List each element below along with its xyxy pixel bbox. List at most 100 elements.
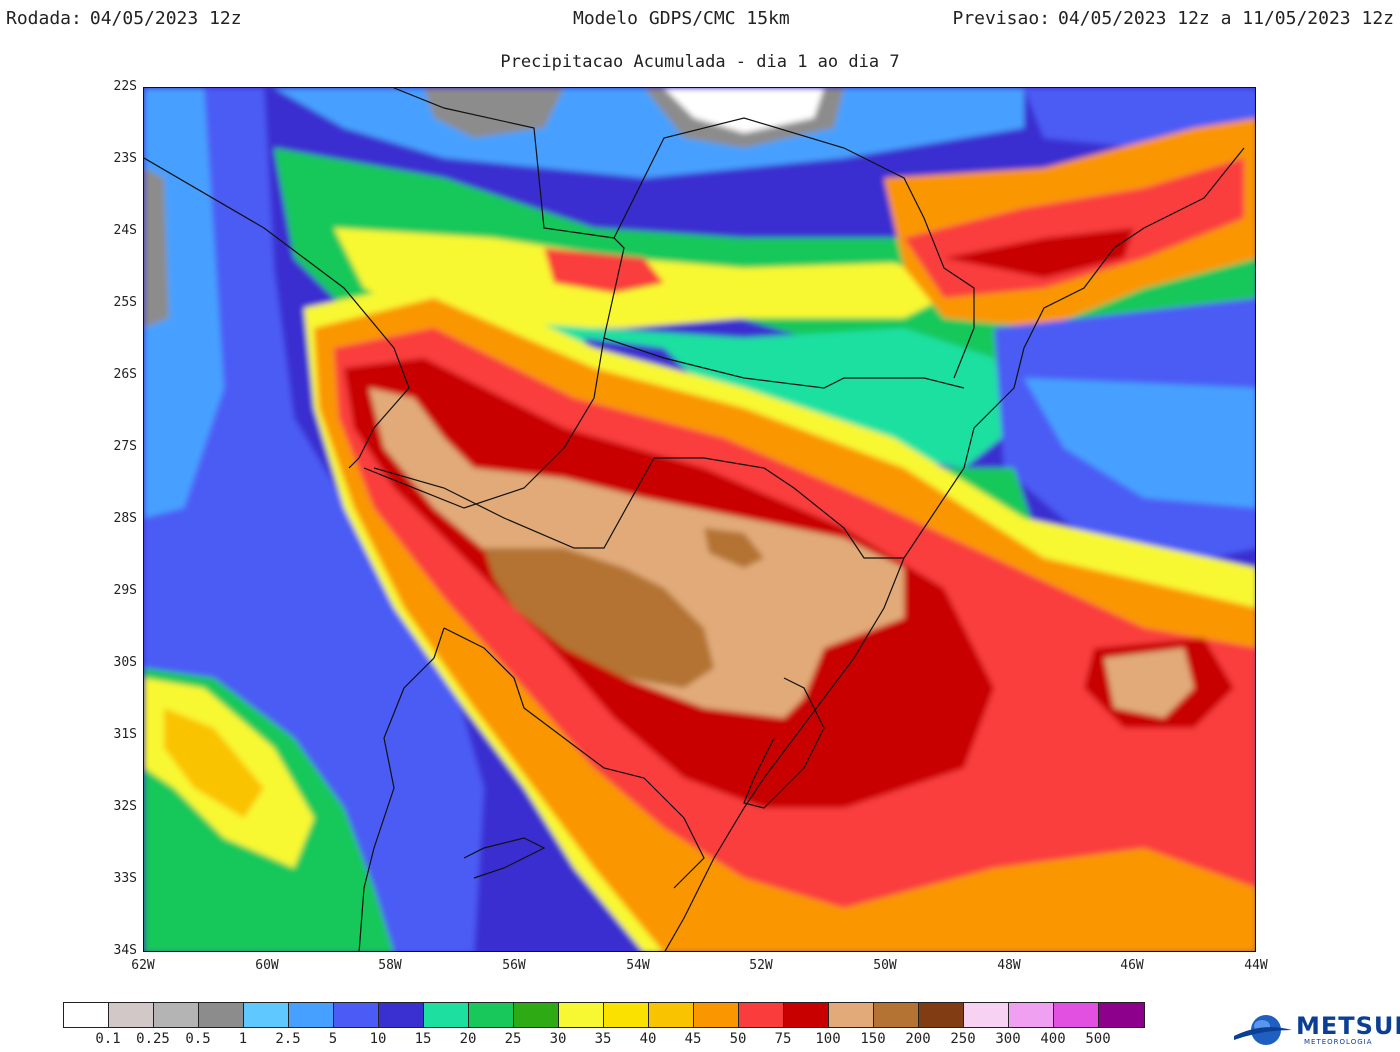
legend-label: 5 [328,1031,338,1047]
globe-icon [1234,1015,1292,1045]
legend-swatch [559,1003,604,1027]
legend-swatch [604,1003,649,1027]
border-parana-sc [603,337,965,389]
field-north-grey [424,88,564,138]
field-west-grey [144,168,169,328]
legend-swatch [739,1003,784,1027]
legend-swatch [244,1003,289,1027]
border-paraguay-brazil [363,88,625,509]
lat-tick: 33S [113,871,137,886]
lat-tick: 22S [113,79,137,94]
lon-tick: 56W [502,958,526,973]
lat-tick: 23S [113,151,137,166]
lat-tick: 32S [113,799,137,814]
legend-label: 500 [1085,1031,1111,1047]
field-ne-darkred [944,228,1134,278]
legend-label: 20 [459,1031,477,1047]
run-value: 04/05/2023 12z [89,8,242,29]
lat-tick: 34S [113,943,137,958]
field-storm-tan [369,388,904,718]
legend-label: 300 [995,1031,1021,1047]
legend-label: 40 [639,1031,657,1047]
field-red-north [544,248,664,293]
lon-tick: 60W [255,958,279,973]
legend-label: 400 [1040,1031,1066,1047]
legend-swatch [424,1003,469,1027]
legend-label: 0.25 [136,1031,170,1047]
political-borders [144,88,1245,951]
lat-tick: 27S [113,439,137,454]
legend-swatch [1009,1003,1054,1027]
border-sc-rs [654,457,904,559]
coastline-brazil-north [903,147,1245,559]
legend-label: 35 [594,1031,612,1047]
legend-swatch [1099,1003,1144,1027]
logo-subtext: METEOROLOGIA [1304,1038,1373,1046]
border-argentina-brazil [373,457,655,549]
legend-swatch [874,1003,919,1027]
legend-label: 15 [414,1031,432,1047]
field-north-white [664,88,824,133]
lon-tick: 48W [997,958,1021,973]
legend-swatch [784,1003,829,1027]
legend-label: 150 [860,1031,886,1047]
rio-de-la-plata [463,837,546,879]
lon-tick: 52W [749,958,773,973]
lat-tick: 31S [113,727,137,742]
forecast-info: Previsao: 04/05/2023 12z a 11/05/2023 12z [953,8,1395,29]
lat-tick: 30S [113,655,137,670]
map-subtitle: Precipitacao Acumulada - dia 1 ao dia 7 [500,52,900,72]
lon-tick: 50W [873,958,897,973]
legend-swatch [379,1003,424,1027]
legend-swatch [109,1003,154,1027]
border-brazil-states-north [613,117,975,379]
legend-swatch [829,1003,874,1027]
legend-label: 50 [729,1031,747,1047]
lon-tick: 46W [1120,958,1144,973]
border-uruguay-brazil [443,627,705,889]
legend-label: 2.5 [275,1031,301,1047]
forecast-label: Previsao: [952,8,1051,29]
legend-label: 45 [684,1031,702,1047]
lat-tick: 29S [113,583,137,598]
legend-label: 0.1 [95,1031,121,1047]
legend-swatch [1054,1003,1099,1027]
legend-label: 10 [369,1031,387,1047]
lat-tick: 28S [113,511,137,526]
precipitation-field [144,88,1255,951]
field-east-lightblue [1024,378,1255,508]
legend-swatch [289,1003,334,1027]
legend-swatch [154,1003,199,1027]
legend-swatch [514,1003,559,1027]
legend-label: 25 [504,1031,522,1047]
color-legend [63,1002,1145,1028]
legend-swatch [964,1003,1009,1027]
lon-tick: 44W [1244,958,1268,973]
lat-tick: 26S [113,367,137,382]
legend-swatch [334,1003,379,1027]
legend-swatch [469,1003,514,1027]
field-storm-brown [484,548,714,688]
field-sw-orange [164,708,264,818]
lat-tick: 25S [113,295,137,310]
legend-swatch [649,1003,694,1027]
run-info: Rodada: 04/05/2023 12z [6,8,242,29]
forecast-value: 04/05/2023 12z a 11/05/2023 12z [1058,8,1394,29]
field-storm-brown-2 [704,528,764,568]
lagoa-dos-patos [743,677,825,809]
coastline-rio-grande-do-sul [664,557,905,951]
legend-label: 75 [774,1031,792,1047]
lon-tick: 58W [378,958,402,973]
legend-label: 200 [905,1031,931,1047]
model-title: Modelo GDPS/CMC 15km [573,8,790,29]
field-ocean-tan [1104,648,1194,718]
metsul-logo: METSUL METEOROLOGIA [1232,1008,1400,1048]
legend-label: 100 [815,1031,841,1047]
lat-tick: 24S [113,223,137,238]
legend-swatch [199,1003,244,1027]
legend-swatch [694,1003,739,1027]
precipitation-map [143,87,1256,952]
logo-text: METSUL [1296,1012,1400,1040]
lon-tick: 54W [626,958,650,973]
legend-swatch [919,1003,964,1027]
